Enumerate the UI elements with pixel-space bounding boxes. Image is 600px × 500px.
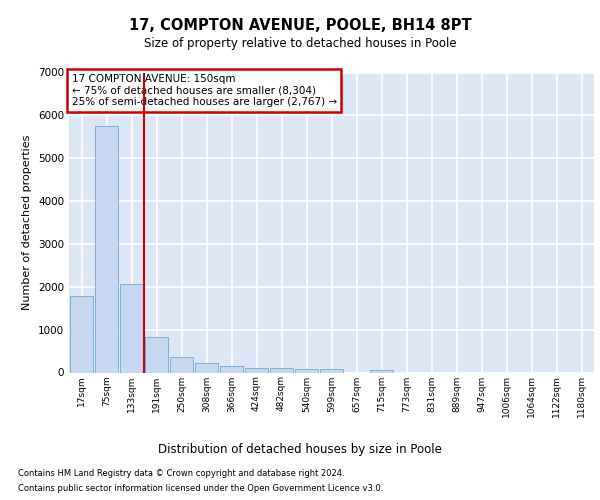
Text: Contains public sector information licensed under the Open Government Licence v3: Contains public sector information licen…	[18, 484, 383, 493]
Text: Size of property relative to detached houses in Poole: Size of property relative to detached ho…	[143, 38, 457, 51]
Text: Distribution of detached houses by size in Poole: Distribution of detached houses by size …	[158, 442, 442, 456]
Bar	[320, 370, 343, 372]
Text: Contains HM Land Registry data © Crown copyright and database right 2024.: Contains HM Land Registry data © Crown c…	[18, 469, 344, 478]
Bar	[95, 126, 118, 372]
Bar	[295, 369, 318, 372]
Text: 17 COMPTON AVENUE: 150sqm
← 75% of detached houses are smaller (8,304)
25% of se: 17 COMPTON AVENUE: 150sqm ← 75% of detac…	[71, 74, 337, 107]
Bar	[170, 356, 193, 372]
Bar	[270, 368, 293, 372]
Text: 17, COMPTON AVENUE, POOLE, BH14 8PT: 17, COMPTON AVENUE, POOLE, BH14 8PT	[128, 18, 472, 32]
Bar	[370, 370, 393, 372]
Bar	[220, 366, 243, 372]
Bar	[145, 337, 168, 372]
Bar	[70, 296, 93, 372]
Bar	[245, 368, 268, 372]
Bar	[120, 284, 143, 372]
Bar	[195, 363, 218, 372]
Y-axis label: Number of detached properties: Number of detached properties	[22, 135, 32, 310]
